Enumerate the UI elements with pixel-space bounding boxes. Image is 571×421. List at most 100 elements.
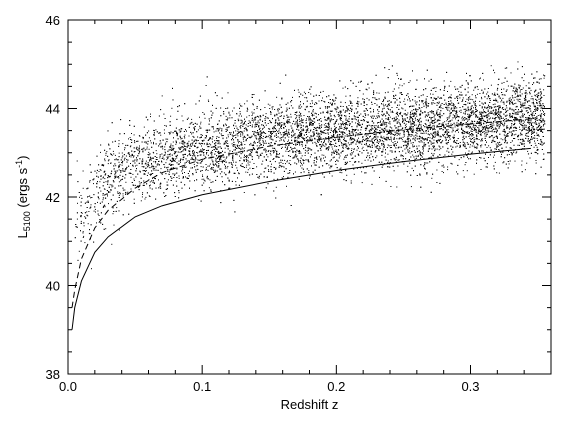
data-point xyxy=(426,102,428,104)
data-point xyxy=(181,146,183,148)
data-point xyxy=(427,106,429,107)
data-point xyxy=(465,108,467,110)
data-point xyxy=(346,106,348,108)
data-point xyxy=(247,160,249,162)
data-point xyxy=(169,159,171,161)
data-point xyxy=(490,128,492,129)
data-point xyxy=(494,72,496,74)
data-point xyxy=(151,163,153,165)
data-point xyxy=(471,128,472,130)
data-point xyxy=(499,112,501,114)
data-point xyxy=(468,127,470,129)
data-point xyxy=(527,129,529,131)
data-point xyxy=(433,87,435,89)
data-point xyxy=(372,132,374,134)
data-point xyxy=(201,178,203,180)
data-point xyxy=(516,92,518,94)
data-point xyxy=(268,134,270,136)
data-point xyxy=(176,134,178,136)
data-point xyxy=(390,133,392,135)
data-point xyxy=(273,130,275,132)
data-point xyxy=(142,136,144,138)
data-point xyxy=(540,113,542,115)
data-point xyxy=(132,156,134,158)
data-point xyxy=(170,149,172,151)
data-point xyxy=(146,164,148,166)
data-point xyxy=(340,167,342,169)
data-point xyxy=(241,105,243,107)
data-point xyxy=(307,128,309,130)
data-point xyxy=(218,161,220,162)
data-point xyxy=(494,93,495,95)
data-point xyxy=(178,160,180,162)
data-point xyxy=(479,93,481,94)
data-point xyxy=(479,78,481,80)
data-point xyxy=(381,137,383,139)
data-point xyxy=(413,135,415,137)
data-point xyxy=(342,136,344,138)
data-point xyxy=(142,138,144,140)
data-point xyxy=(170,115,172,117)
data-point xyxy=(446,136,448,138)
data-point xyxy=(386,138,388,140)
data-point xyxy=(275,167,277,169)
data-point xyxy=(453,134,455,136)
data-point xyxy=(372,142,374,143)
data-point xyxy=(292,96,293,98)
data-point xyxy=(406,141,408,143)
data-point xyxy=(456,88,458,90)
data-point xyxy=(489,106,490,108)
data-point xyxy=(213,131,215,133)
data-point xyxy=(418,118,420,120)
data-point xyxy=(504,135,506,137)
data-point xyxy=(294,171,296,173)
data-point xyxy=(433,139,435,141)
data-point xyxy=(295,121,297,123)
data-point xyxy=(262,141,264,143)
data-point xyxy=(448,116,450,118)
data-point xyxy=(268,128,270,130)
data-point xyxy=(358,81,360,83)
data-point xyxy=(513,99,515,101)
data-point xyxy=(533,146,535,148)
data-point xyxy=(369,140,371,142)
data-point xyxy=(432,129,433,131)
data-point xyxy=(126,159,128,161)
data-point xyxy=(431,110,433,112)
data-point xyxy=(256,166,258,168)
data-point xyxy=(527,101,528,103)
data-point xyxy=(209,179,211,181)
data-point xyxy=(234,135,236,136)
data-point xyxy=(228,126,230,128)
data-point xyxy=(467,106,469,108)
data-point xyxy=(150,174,152,176)
data-point xyxy=(407,134,409,136)
data-point xyxy=(146,175,148,176)
data-point xyxy=(334,99,336,101)
data-point xyxy=(91,268,92,270)
data-point xyxy=(415,104,417,106)
data-point xyxy=(364,159,366,161)
data-point xyxy=(470,114,472,116)
data-point xyxy=(265,113,267,115)
data-point xyxy=(281,177,283,179)
data-point xyxy=(496,124,498,126)
data-point xyxy=(273,178,275,180)
data-point xyxy=(208,101,210,102)
data-point xyxy=(199,125,201,127)
data-point xyxy=(330,166,332,168)
data-point xyxy=(159,157,161,159)
data-point xyxy=(164,125,166,126)
data-point xyxy=(278,128,280,130)
data-point xyxy=(346,134,348,135)
data-point xyxy=(460,86,462,88)
data-point xyxy=(379,127,381,129)
data-point xyxy=(515,133,517,135)
data-point xyxy=(201,150,203,152)
data-point xyxy=(287,160,288,162)
data-point xyxy=(146,146,148,148)
data-point xyxy=(439,112,441,114)
data-point xyxy=(399,134,401,136)
data-point xyxy=(218,163,220,164)
data-point xyxy=(444,128,446,129)
